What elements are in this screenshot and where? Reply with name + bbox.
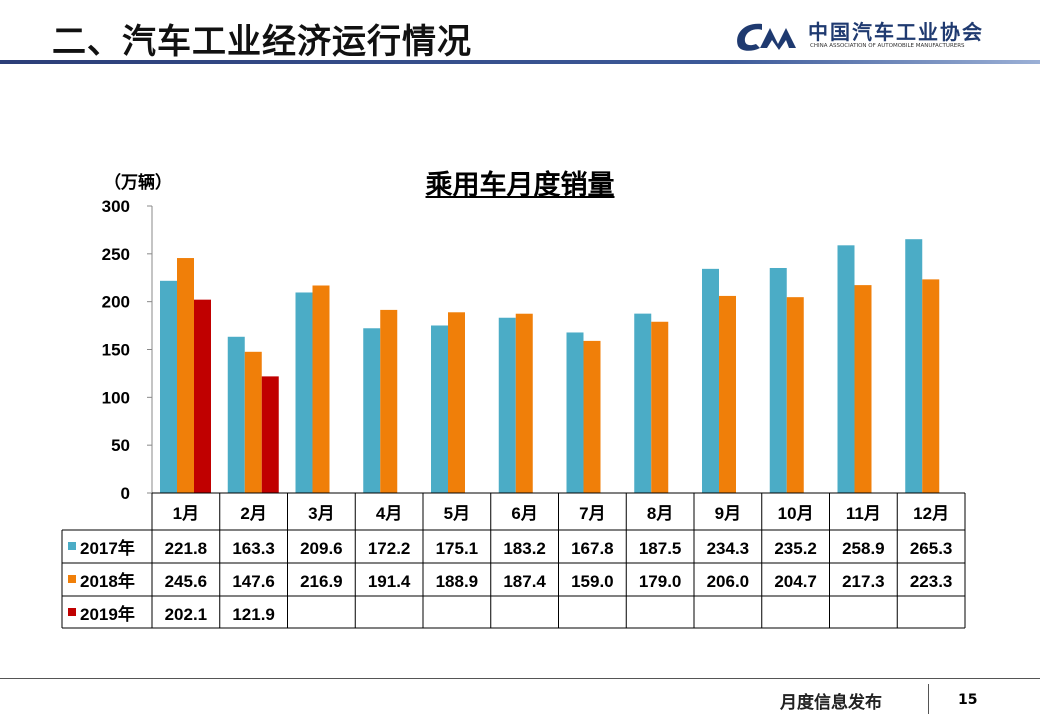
x-category-label: 2月 [240,504,266,523]
chart-title: 乘用车月度销量 [425,170,615,201]
bar-2017年-7月 [566,332,584,493]
x-category-label: 9月 [715,504,741,523]
bar-2018年-8月 [651,321,669,493]
bar-2018年-6月 [515,313,533,493]
bar-2017年-8月 [634,313,652,493]
x-category-label: 1月 [173,504,199,523]
footer-divider [0,678,1040,679]
header-divider [0,60,1040,64]
legend-label: 2018年 [80,571,135,591]
x-category-label: 12月 [913,504,949,523]
table-value: 223.3 [910,572,953,591]
table-value: 175.1 [436,539,479,558]
y-tick-label: 250 [102,245,130,264]
caam-logo: 中国汽车工业协会 CHINA ASSOCIATION OF AUTOMOBILE… [732,16,1002,56]
x-category-label: 7月 [579,504,605,523]
x-category-label: 8月 [647,504,673,523]
table-value: 191.4 [368,572,411,591]
bar-2017年-4月 [363,328,381,493]
x-category-label: 6月 [511,504,537,523]
table-value: 202.1 [165,605,208,624]
table-value: 187.4 [503,572,546,591]
table-value: 245.6 [165,572,208,591]
table-value: 265.3 [910,539,953,558]
table-value: 258.9 [842,539,885,558]
y-tick-label: 100 [102,388,130,407]
x-category-label: 3月 [308,504,334,523]
bar-2018年-9月 [719,295,736,493]
table-value: 188.9 [436,572,479,591]
x-category-label: 11月 [846,504,881,523]
table-value: 183.2 [503,539,546,558]
table-value: 167.8 [571,539,614,558]
bar-2018年-11月 [854,285,872,493]
footer-text: 月度信息发布 [780,693,882,713]
bar-2017年-6月 [498,317,516,493]
table-value: 179.0 [639,572,682,591]
bar-2017年-9月 [702,268,719,493]
bar-2017年-1月 [160,280,177,493]
table-value: 209.6 [300,539,343,558]
bar-2019年-2月 [261,376,279,493]
table-value: 187.5 [639,539,682,558]
logo-cn-text: 中国汽车工业协会 [808,20,984,44]
logo-en-text: CHINA ASSOCIATION OF AUTOMOBILE MANUFACT… [810,43,965,49]
x-category-label: 5月 [444,504,470,523]
page-number: 15 [958,692,978,708]
bar-2018年-2月 [244,351,262,493]
bar-2017年-5月 [431,325,448,493]
bar-2017年-11月 [837,245,855,493]
bar-2018年-7月 [583,340,601,493]
footer-separator [928,684,929,714]
cm-logo-icon [737,23,796,51]
table-value: 159.0 [571,572,614,591]
legend-marker-2019年 [68,608,76,616]
bar-2018年-4月 [380,309,398,493]
bar-2018年-12月 [922,279,940,493]
table-value: 234.3 [707,539,750,558]
y-tick-label: 0 [121,484,130,503]
bar-2017年-2月 [227,336,245,493]
legend-label: 2017年 [80,538,135,558]
bar-2018年-1月 [177,258,194,493]
table-value: 147.6 [232,572,275,591]
table-value: 221.8 [165,539,208,558]
bar-2017年-10月 [769,267,787,493]
table-value: 217.3 [842,572,885,591]
table-value: 235.2 [774,539,817,558]
bar-2018年-10月 [786,297,804,493]
legend-marker-2018年 [68,575,76,583]
bar-2018年-5月 [448,312,465,493]
bar-2018年-3月 [312,285,330,493]
table-value: 172.2 [368,539,411,558]
y-tick-label: 150 [102,341,130,360]
y-tick-label: 50 [111,436,130,455]
legend-label: 2019年 [80,604,135,624]
bar-2019年-1月 [194,299,211,493]
y-axis-unit: （万辆） [104,173,172,193]
table-value: 206.0 [707,572,750,591]
table-value: 163.3 [232,539,275,558]
x-category-label: 10月 [778,504,814,523]
bar-2017年-12月 [905,239,923,493]
y-tick-label: 200 [102,293,130,312]
table-value: 121.9 [232,605,275,624]
slide-title: 二、汽车工业经济运行情况 [52,22,472,62]
x-category-label: 4月 [376,504,402,523]
table-value: 204.7 [774,572,817,591]
legend-marker-2017年 [68,542,76,550]
y-tick-label: 300 [102,197,130,216]
bar-2017年-3月 [295,292,313,493]
table-value: 216.9 [300,572,343,591]
